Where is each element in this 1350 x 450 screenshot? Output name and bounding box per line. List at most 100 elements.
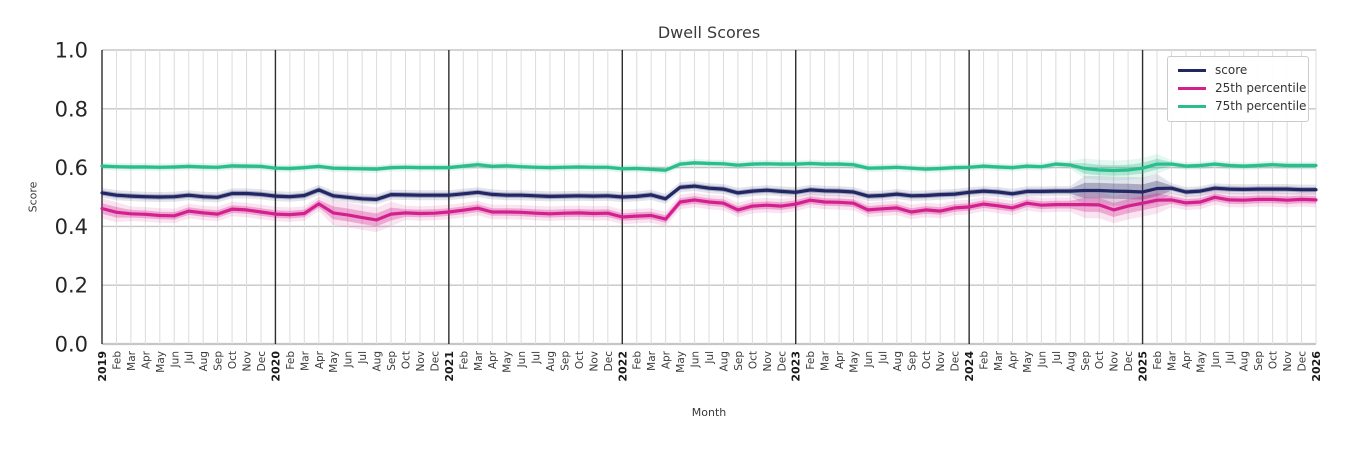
x-tick-label-month: Dec [603, 351, 615, 372]
x-tick-label-month: Nov [1282, 351, 1294, 372]
x-tick-label-month: May [1022, 351, 1034, 373]
x-tick-label-month: Apr [314, 350, 326, 369]
x-tick-label-month: Mar [126, 350, 138, 370]
x-tick-label-month: Feb [805, 351, 817, 370]
y-axis-label: Score [26, 181, 40, 213]
legend-swatch-75th-percentile [1178, 105, 1206, 109]
x-tick-label-month: May [502, 351, 514, 373]
x-tick-label-month: Feb [979, 351, 991, 370]
x-tick-label-month: Oct [574, 351, 586, 369]
x-tick-label-month: Jun [343, 351, 355, 368]
x-tick-label-month: Dec [1123, 351, 1135, 372]
confidence-band-score [102, 174, 1316, 207]
x-tick-label-month: Dec [256, 351, 268, 372]
x-tick-label-year: 2019 [96, 351, 109, 382]
x-tick-label-month: Mar [646, 350, 658, 370]
x-tick-label-month: Apr [1008, 350, 1020, 369]
x-tick-label-month: Jun [690, 351, 702, 368]
x-tick-label-month: Jun [863, 351, 875, 368]
x-tick-label-month: Jul [1051, 351, 1063, 365]
x-tick-label-month: Dec [950, 351, 962, 372]
x-tick-label-month: Mar [820, 350, 832, 370]
x-tick-label-month: Jun [169, 351, 181, 368]
legend-label: score [1215, 63, 1248, 77]
x-tick-label-year: 2022 [616, 351, 629, 382]
x-tick-label-month: Nov [415, 351, 427, 372]
legend-swatch-score [1178, 69, 1206, 73]
legend-swatch-25th-percentile [1178, 87, 1206, 91]
x-tick-label-month: Oct [401, 351, 413, 369]
x-tick-label-month: Sep [906, 351, 918, 371]
x-tick-label-month: Oct [921, 351, 933, 369]
x-tick-label-year: 2021 [443, 351, 456, 382]
x-tick-label-month: Dec [776, 351, 788, 372]
legend-item-score: score [1178, 63, 1300, 77]
legend: score 25th percentile 75th percentile [1167, 56, 1309, 122]
x-tick-label-month: Apr [834, 350, 846, 369]
x-axis-label: Month [691, 406, 727, 419]
x-tick-label-month: Aug [372, 351, 384, 372]
x-tick-label-year: 2023 [790, 351, 803, 382]
x-tick-label-month: Oct [747, 351, 759, 369]
x-tick-label-month: Apr [140, 350, 152, 369]
x-tick-label-month: Feb [285, 351, 297, 370]
x-tick-label-month: Jul [877, 351, 889, 365]
x-tick-label-month: Dec [1297, 351, 1309, 372]
y-tick-label: 0.2 [55, 274, 88, 298]
x-tick-label-month: Sep [1253, 351, 1265, 371]
x-tick-label-month: Jul [704, 351, 716, 365]
x-tick-label-month: Sep [213, 351, 225, 371]
x-tick-label-month: Nov [762, 351, 774, 372]
x-tick-label-month: Mar [473, 350, 485, 370]
x-tick-label-month: May [1195, 351, 1207, 373]
x-tick-label-year: 2026 [1310, 351, 1323, 382]
x-tick-label-month: Nov [242, 351, 254, 372]
x-tick-label-month: Jun [1036, 351, 1048, 368]
x-tick-label-month: Nov [588, 351, 600, 372]
x-tick-label-year: 2025 [1137, 351, 1150, 382]
x-tick-label-month: Jun [516, 351, 528, 368]
x-tick-label-year: 2020 [269, 351, 282, 382]
x-tick-label-month: Aug [1065, 351, 1077, 372]
x-tick-label-month: Apr [1181, 350, 1193, 369]
x-tick-label-month: Nov [1109, 351, 1121, 372]
x-tick-label-month: Jul [531, 351, 543, 365]
x-tick-label-month: Sep [559, 351, 571, 371]
x-tick-label-month: May [675, 351, 687, 373]
x-tick-label-month: Aug [545, 351, 557, 372]
confidence-band-score [102, 180, 1316, 202]
legend-label: 25th percentile [1215, 81, 1307, 96]
series-line-25th-percentile [100, 195, 1318, 222]
x-tick-label-month: Sep [1080, 351, 1092, 371]
y-tick-label: 0.4 [55, 215, 88, 239]
x-tick-label-month: Jul [357, 351, 369, 365]
x-tick-label-month: Oct [1094, 351, 1106, 369]
confidence-band-25th-percentile [102, 193, 1316, 227]
x-tick-label-month: Apr [487, 350, 499, 369]
x-tick-label-month: Feb [1152, 351, 1164, 370]
x-tick-label-month: Aug [198, 351, 210, 372]
x-tick-label-month: Feb [111, 351, 123, 370]
x-tick-label-month: Aug [718, 351, 730, 372]
x-tick-label-month: Nov [935, 351, 947, 372]
y-tick-label: 0.0 [55, 333, 88, 357]
x-tick-label-month: May [849, 351, 861, 373]
x-tick-label-month: Apr [661, 350, 673, 369]
x-tick-label-month: Sep [386, 351, 398, 371]
x-tick-label-month: Jul [1224, 351, 1236, 365]
x-tick-label-month: Oct [227, 351, 239, 369]
x-tick-label-month: Jul [184, 351, 196, 365]
legend-label: 75th percentile [1215, 99, 1307, 114]
x-tick-label-month: Aug [1239, 351, 1251, 372]
x-tick-label-month: Aug [892, 351, 904, 372]
x-tick-label-month: Feb [458, 351, 470, 370]
confidence-band-25th-percentile [102, 186, 1316, 233]
confidence-band-75th-percentile [102, 154, 1316, 181]
x-tick-label-month: Jun [1210, 351, 1222, 368]
x-tick-label-month: Dec [429, 351, 441, 372]
x-tick-label-month: Mar [993, 350, 1005, 370]
legend-item-75th-percentile: 75th percentile [1178, 100, 1306, 113]
series-line-score [100, 184, 1318, 201]
